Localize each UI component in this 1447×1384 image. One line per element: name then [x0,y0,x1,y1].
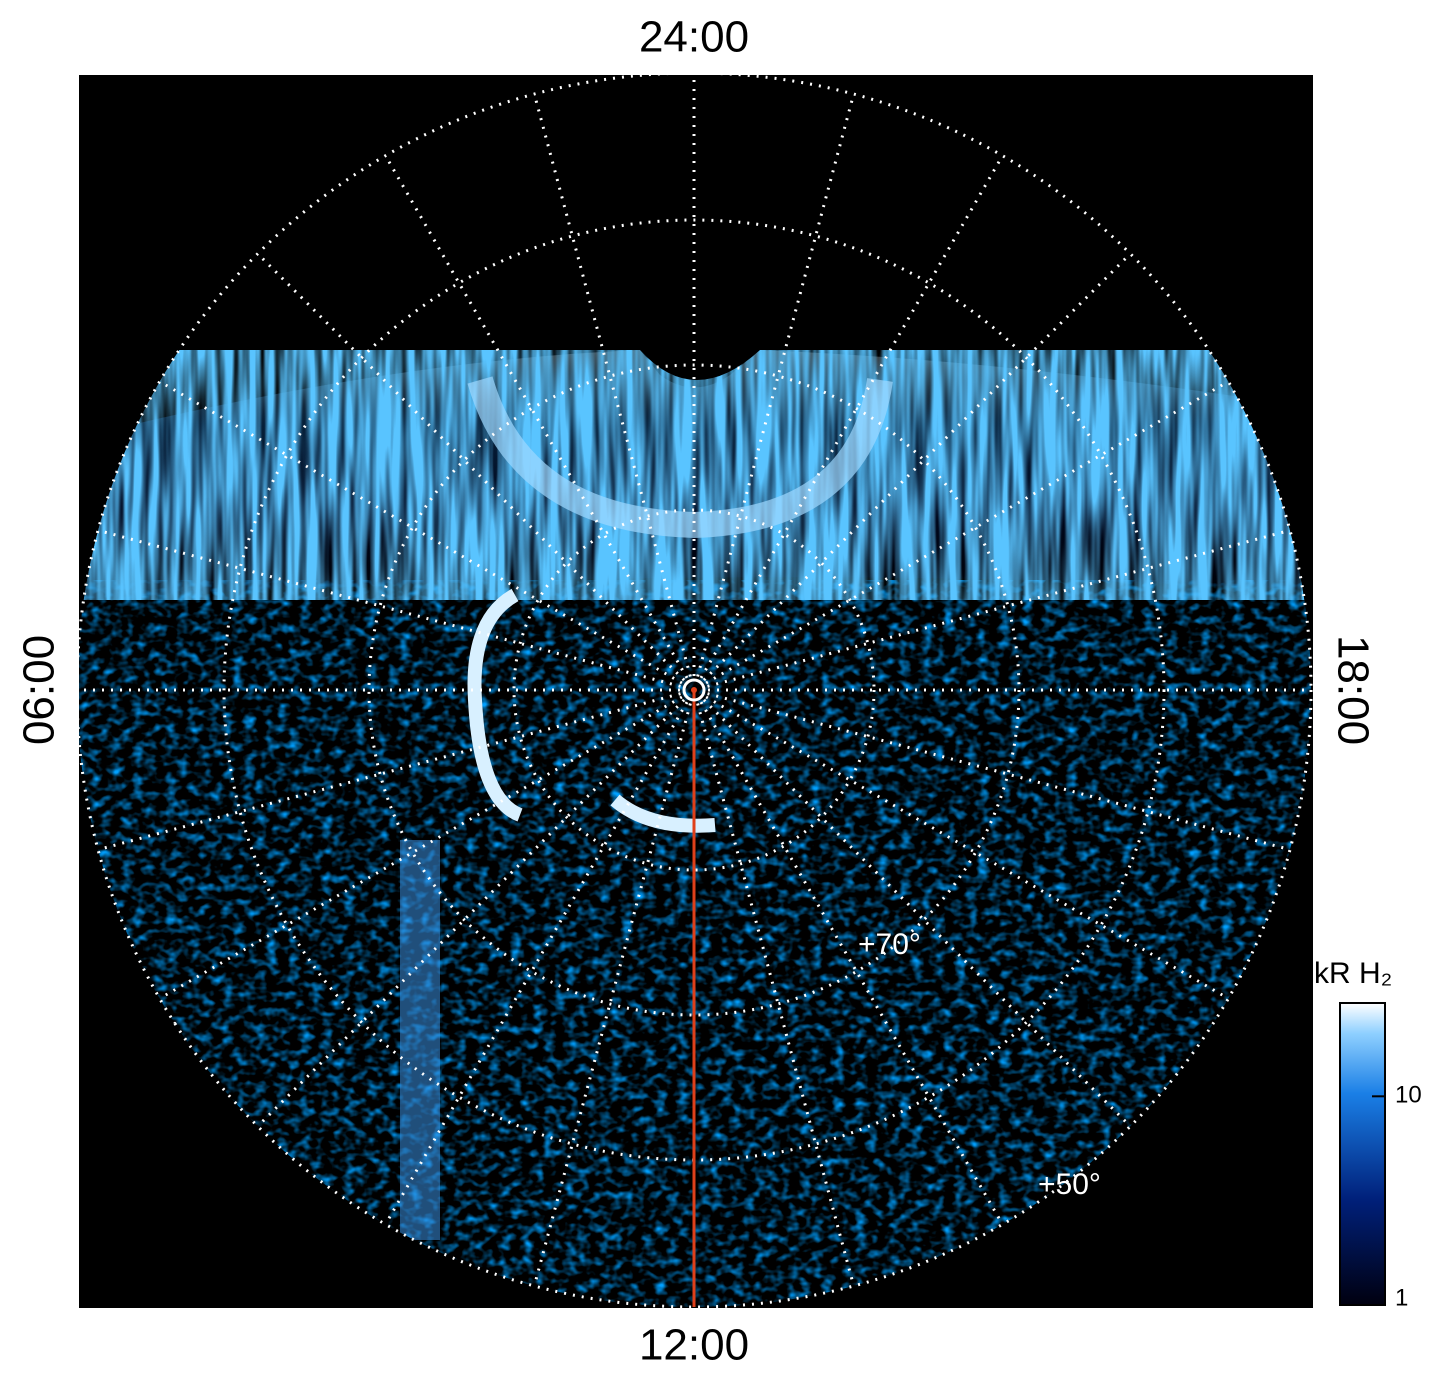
meridian [699,154,1004,679]
pole-dot [691,687,697,693]
meridian [696,703,856,1287]
meridian [256,252,686,682]
meridian [696,93,856,677]
colorbar-tick-label: 10 [1395,1082,1422,1109]
oval-arc [467,376,893,539]
time-label: 12:00 [639,1321,749,1370]
meridian [158,695,683,1000]
meridian [707,692,1291,852]
meridian [97,692,681,852]
colorbar [1339,1002,1386,1306]
meridian [256,698,686,1128]
meridian [97,528,681,688]
time-label: 24:00 [639,13,749,62]
meridian [699,701,1004,1226]
auroral-band [79,350,1311,600]
meridian [705,380,1230,685]
time-label: 06:00 [15,635,64,745]
oval-dawn [467,588,523,822]
meridian [707,528,1291,688]
meridian [384,701,689,1226]
latitude-circle [367,363,1021,1017]
meridian [702,698,1132,1128]
latitude-circle [512,508,876,872]
band-gap [640,340,760,380]
meridian [702,252,1132,682]
pole-marker [682,678,706,702]
colorbar-ticks: 1 10 [1372,1082,1422,1311]
meridian [158,380,683,685]
time-label: 18:00 [1328,635,1377,745]
latitude-label: +50° [1038,1168,1101,1201]
latitude-label: +70° [858,928,921,961]
colorbar-title: kR H₂ [1314,957,1392,990]
meridian [532,703,692,1287]
meridian [384,154,689,679]
colorbar-tick-label: 1 [1395,1284,1408,1311]
meridian [532,93,692,677]
stripe-artifact [400,840,440,1240]
meridian [705,695,1230,1000]
latitude-circle [75,71,1313,1309]
polar-grid [75,71,1313,1309]
oval-noon [610,794,716,833]
